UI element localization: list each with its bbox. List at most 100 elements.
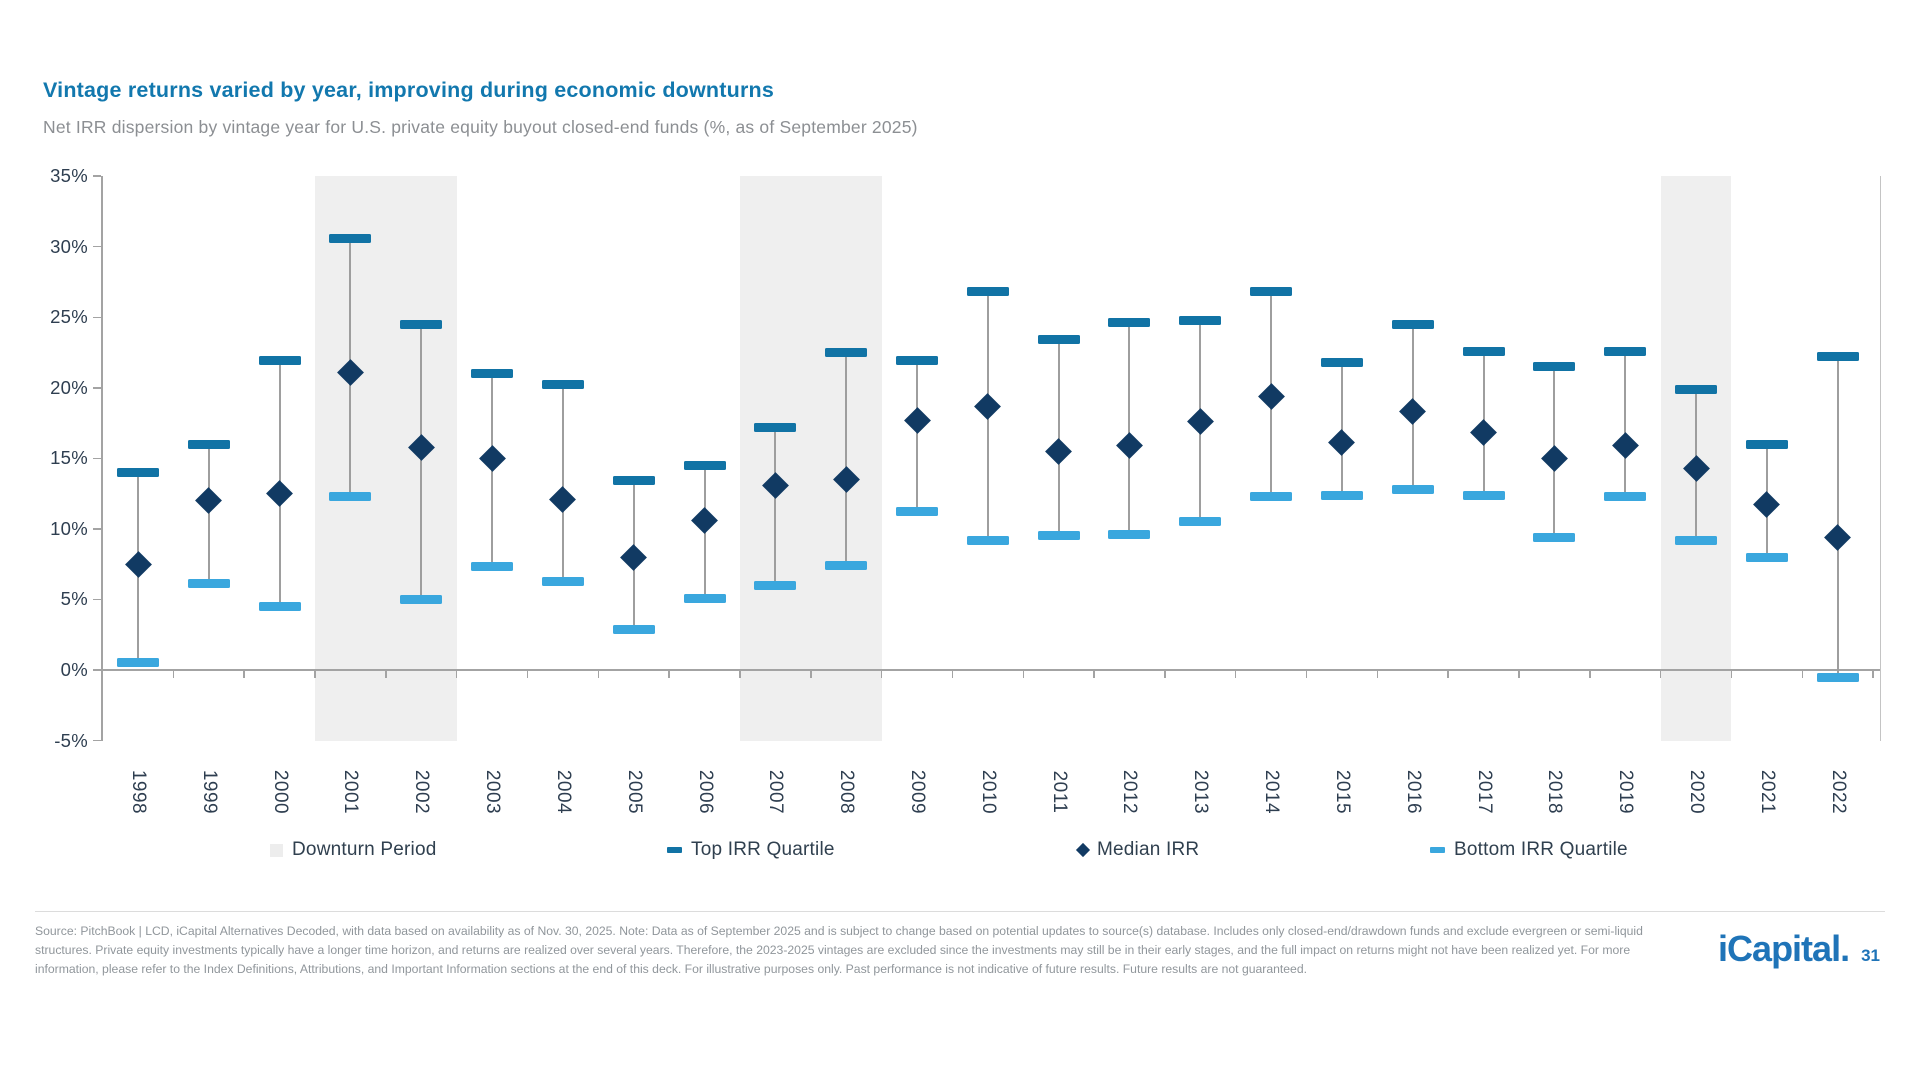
top-quartile-marker — [683, 460, 726, 470]
y-axis-tick — [93, 598, 101, 601]
whisker-line — [1624, 351, 1627, 497]
median-marker — [1753, 491, 1781, 519]
bottom-quartile-marker — [1816, 672, 1859, 682]
y-axis-label: -5% — [54, 729, 88, 751]
x-axis-year-label: 2016 — [1402, 769, 1424, 814]
top-quartile-marker — [117, 467, 159, 477]
median-marker — [691, 506, 718, 534]
median-marker — [1611, 432, 1639, 460]
median-marker — [620, 543, 648, 571]
legend-item-median-irr: Median IRR — [1075, 838, 1199, 862]
footer-line: information, please refer to the Index D… — [35, 962, 1307, 976]
x-axis-year-label: 2022 — [1827, 769, 1849, 814]
footer-line: structures. Private equity investments t… — [35, 943, 1631, 957]
x-axis-year-label: 2001 — [340, 769, 362, 814]
x-axis-year-label: 2014 — [1261, 769, 1283, 814]
x-axis-tick — [1447, 671, 1449, 678]
median-marker — [1399, 398, 1427, 426]
top-quartile-marker — [1037, 335, 1080, 345]
bottom-quartile-marker — [258, 602, 301, 611]
legend-label: Top IRR Quartile — [691, 839, 835, 860]
bottom-quartile-marker — [612, 624, 655, 634]
x-axis-tick — [810, 671, 812, 678]
bottom-quartile-marker — [1320, 490, 1363, 500]
downturn-band — [315, 176, 457, 741]
x-axis-year-label: 2006 — [694, 769, 716, 814]
x-axis-year-label: 2008 — [836, 769, 858, 814]
top-quartile-marker — [1816, 352, 1859, 362]
median-marker — [1328, 429, 1356, 457]
median-marker — [124, 550, 152, 578]
bottom-quartile-marker — [1675, 535, 1718, 545]
x-axis-tick — [1730, 671, 1733, 678]
x-axis-year-label: 2019 — [1615, 769, 1637, 814]
y-axis-label: 20% — [50, 376, 88, 398]
y-axis-tick — [93, 528, 101, 530]
x-axis-line — [101, 669, 1880, 671]
x-axis-year-label: 2011 — [1048, 770, 1070, 813]
x-axis-year-label: 2004 — [552, 769, 574, 814]
whisker-line — [1836, 356, 1839, 678]
median-marker — [1470, 419, 1498, 447]
bottom-quartile-marker — [117, 658, 159, 668]
x-axis-year-label: 2012 — [1119, 769, 1141, 814]
x-axis-tick — [1589, 671, 1591, 678]
x-axis-tick — [1093, 671, 1095, 678]
x-axis-tick — [668, 671, 670, 678]
top-quartile-marker — [1675, 384, 1718, 394]
x-axis-tick — [1234, 671, 1237, 678]
whisker-line — [1128, 322, 1131, 535]
top-quartile-marker — [1462, 346, 1505, 356]
top-quartile-marker — [541, 380, 584, 390]
legend-label: Bottom IRR Quartile — [1454, 839, 1628, 860]
whisker-line — [207, 444, 210, 584]
legend-item-downturn-period: Downturn Period — [270, 838, 437, 862]
top-quartile-marker — [754, 422, 797, 432]
x-axis-tick — [101, 671, 104, 678]
bottom-quartile-swatch-icon — [1430, 847, 1445, 853]
bottom-quartile-marker — [1250, 491, 1293, 501]
page-title: Vintage returns varied by year, improvin… — [43, 78, 775, 102]
y-axis-tick — [93, 316, 101, 318]
page-subtitle: Net IRR dispersion by vintage year for U… — [43, 117, 918, 137]
x-axis-year-label: 2000 — [269, 769, 291, 814]
x-axis-tick — [880, 671, 883, 678]
median-marker — [1540, 444, 1568, 472]
top-quartile-marker — [966, 287, 1009, 297]
x-axis-year-label: 2010 — [977, 769, 999, 814]
bottom-quartile-marker — [1533, 532, 1576, 542]
y-axis-label: 5% — [60, 588, 88, 610]
bottom-quartile-marker — [1108, 530, 1151, 540]
bottom-quartile-marker — [825, 561, 868, 571]
top-quartile-marker — [1250, 287, 1293, 297]
y-axis-label: 35% — [50, 165, 88, 187]
x-axis-year-label: 2021 — [1756, 769, 1778, 814]
whisker-line — [845, 352, 848, 566]
icapital-logo: iCapital. — [1718, 928, 1850, 969]
plot-right-border — [1880, 176, 1881, 741]
x-axis-year-label: 2003 — [482, 769, 504, 814]
top-quartile-marker — [896, 356, 939, 366]
bottom-quartile-marker — [1745, 552, 1788, 562]
median-marker — [195, 487, 223, 515]
median-marker — [1186, 408, 1214, 436]
top-quartile-marker — [1391, 319, 1434, 329]
median-marker — [266, 480, 294, 508]
median-marker — [1116, 432, 1143, 460]
x-axis-tick — [1164, 671, 1166, 678]
x-axis-year-label: 2005 — [623, 769, 645, 814]
top-quartile-marker — [187, 439, 230, 449]
bottom-quartile-marker — [471, 562, 514, 572]
x-axis-year-label: 2009 — [907, 769, 929, 814]
x-axis-year-label: 2007 — [765, 769, 787, 814]
x-axis-year-label: 2002 — [411, 769, 433, 814]
top-quartile-swatch-icon — [667, 847, 682, 853]
median-marker — [1257, 382, 1285, 410]
y-axis-tick — [93, 245, 101, 248]
x-axis-tick — [243, 671, 245, 678]
x-axis-tick — [1022, 671, 1024, 678]
median-marker — [903, 406, 931, 434]
x-axis-tick — [739, 671, 741, 678]
